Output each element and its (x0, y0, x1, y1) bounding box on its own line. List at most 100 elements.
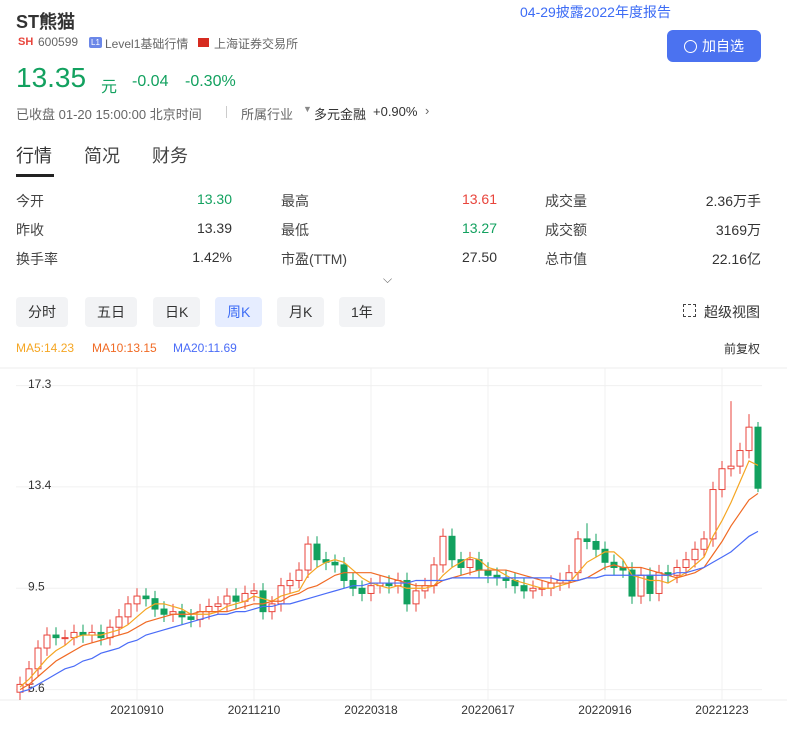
market: SH (18, 36, 33, 48)
stat-value: 13.30 (197, 191, 232, 207)
candle-body (368, 586, 374, 594)
change-pct: -0.30% (185, 73, 236, 91)
stat-value: 22.16亿 (712, 249, 761, 269)
level-icon: L1 (89, 37, 102, 48)
stat-label: 成交额 (545, 220, 587, 240)
super-view[interactable]: 超级视图 (704, 302, 760, 322)
candle-body (143, 596, 149, 599)
legend-entry: MA10:13.15 (92, 341, 157, 355)
candle-body (125, 604, 131, 617)
stat-label: 最高 (281, 191, 309, 211)
x-tick-label: 20220318 (344, 703, 398, 717)
candle-body (269, 604, 275, 612)
x-tick-label: 20211210 (228, 703, 281, 717)
add-label: 加自选 (702, 38, 744, 54)
industry-label[interactable]: 所属行业 (241, 104, 293, 123)
legend-entry: MA20:11.69 (173, 341, 237, 355)
candle-body (287, 580, 293, 585)
candle-body (53, 635, 59, 638)
candle-body (683, 560, 689, 568)
candle-body (737, 451, 743, 467)
candle-body (188, 617, 194, 620)
code: 600599 (38, 35, 78, 49)
level: Level1基础行情 (105, 35, 188, 52)
exchange: 上海证券交易所 (214, 35, 298, 52)
candle-body (440, 536, 446, 565)
change: -0.04 (132, 73, 168, 91)
tab[interactable]: 简况 (84, 142, 120, 168)
candle-body (719, 469, 725, 490)
plus-icon (684, 40, 697, 53)
candle-body (305, 544, 311, 570)
period-button[interactable]: 月K (277, 297, 324, 327)
candle-body (629, 570, 635, 596)
legend-entry: MA5:14.23 (16, 341, 74, 355)
period-button[interactable]: 1年 (339, 297, 385, 327)
caret: ▼ (303, 104, 312, 114)
candle-body (602, 549, 608, 562)
candle-body (728, 466, 734, 469)
stat-value: 1.42% (192, 249, 232, 265)
y-tick-label: 17.3 (28, 377, 52, 391)
divider (226, 106, 227, 118)
period-button[interactable]: 周K (215, 297, 262, 327)
candle-body (233, 596, 239, 601)
period-button[interactable]: 分时 (16, 297, 68, 327)
expand[interactable]: ⌵ (383, 272, 392, 287)
candle-body (584, 539, 590, 542)
y-tick-label: 9.5 (28, 579, 45, 593)
stat-label: 市盈(TTM) (281, 249, 347, 269)
x-tick-label: 20220617 (461, 703, 515, 717)
candle-body (449, 536, 455, 559)
candle-body (44, 635, 50, 648)
x-tick-label: 20210910 (110, 703, 164, 717)
x-tick-label: 20221223 (695, 703, 749, 717)
flag (198, 38, 209, 47)
candle-body (206, 606, 212, 611)
candle-body (62, 638, 68, 639)
tab[interactable]: 财务 (152, 142, 188, 168)
view-icon (683, 304, 696, 317)
tab[interactable]: 行情 (16, 142, 52, 168)
candle-body (215, 604, 221, 607)
candle-body (692, 549, 698, 559)
stat-label: 总市值 (545, 249, 587, 269)
candle-body (647, 575, 653, 593)
stat-value: 13.27 (462, 220, 497, 236)
period-button[interactable]: 日K (153, 297, 200, 327)
adjust[interactable]: 前复权 (724, 340, 760, 357)
stat-label: 换手率 (16, 249, 58, 269)
y-tick-label: 13.4 (28, 478, 52, 492)
stat-value: 13.61 (462, 191, 497, 207)
candle-body (530, 588, 536, 591)
candle-body (485, 570, 491, 575)
candle-body (251, 591, 257, 594)
industry[interactable]: 多元金融 (314, 104, 366, 123)
candle-body (701, 539, 707, 549)
candle-body (296, 570, 302, 580)
candle-body (332, 562, 338, 565)
notice[interactable]: 04-29披露2022年度报告 (520, 2, 671, 22)
stat-label: 最低 (281, 220, 309, 240)
stat-label: 今开 (16, 191, 44, 211)
candle-body (566, 573, 572, 581)
arrow: › (425, 103, 429, 118)
stat-label: 成交量 (545, 191, 587, 211)
candle-body (314, 544, 320, 560)
candle-body (224, 596, 230, 604)
period-button[interactable]: 五日 (85, 297, 137, 327)
candle-body (755, 427, 761, 488)
candle-body (116, 617, 122, 627)
tab-underline (16, 174, 54, 177)
stock-name: ST熊猫 (16, 8, 75, 34)
candle-body (521, 586, 527, 591)
candle-body (161, 609, 167, 614)
candle-body (575, 539, 581, 573)
candle-body (593, 541, 599, 549)
x-tick-label: 20220916 (578, 703, 632, 717)
add-button[interactable]: 加自选 (667, 30, 761, 62)
price: 13.35 (16, 62, 86, 94)
stat-value: 13.39 (197, 220, 232, 236)
status: 已收盘 01-20 15:00:00 北京时间 (16, 104, 202, 123)
